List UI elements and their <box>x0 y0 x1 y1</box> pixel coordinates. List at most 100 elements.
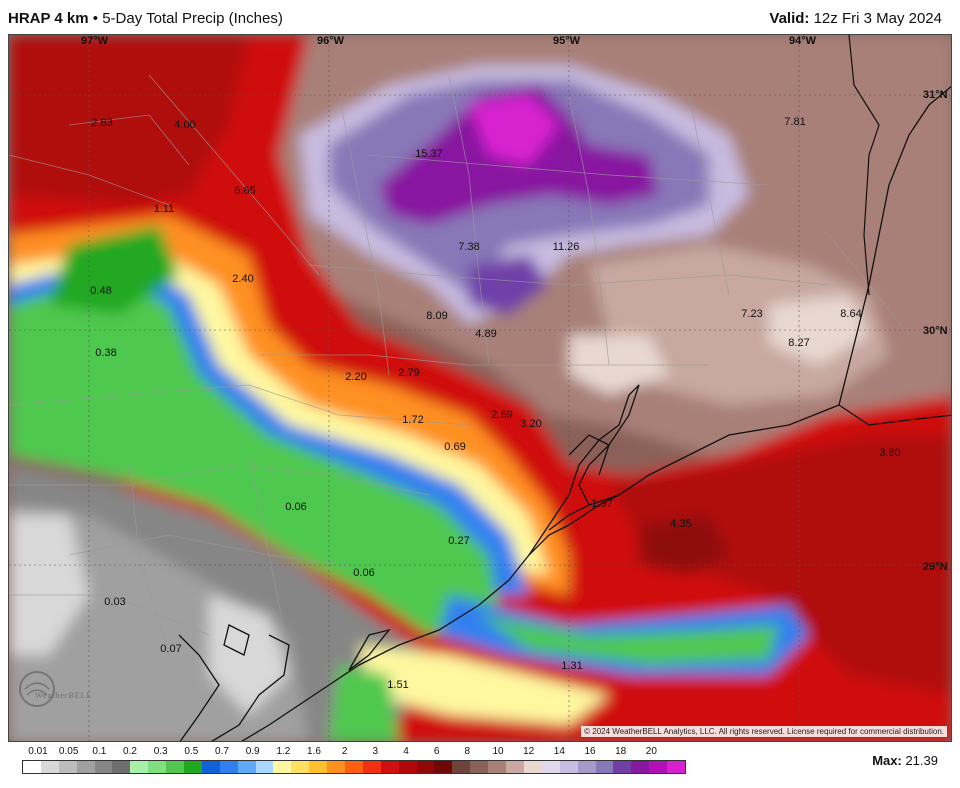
precip-value-label: 0.69 <box>444 441 466 453</box>
precip-value-label: 3.20 <box>520 418 542 430</box>
legend-color-bar <box>22 760 686 774</box>
legend-tick-label: 18 <box>615 746 627 757</box>
legend-tick-label: 16 <box>584 746 596 757</box>
legend-swatch <box>613 761 632 773</box>
legend-tick-label: 1.6 <box>307 746 321 757</box>
legend-swatch <box>76 761 95 773</box>
model-name: HRAP 4 km <box>8 10 89 27</box>
title-separator: • <box>92 10 99 27</box>
legend-tick-label: 0.1 <box>92 746 107 757</box>
legend-swatch <box>237 761 256 773</box>
state-boundary <box>848 35 880 296</box>
legend-tick-label: 0.7 <box>215 746 229 757</box>
valid-label: Valid: <box>769 10 810 27</box>
legend-swatch <box>470 761 489 773</box>
legend-tick-label: 20 <box>645 746 657 757</box>
legend-swatch <box>166 761 185 773</box>
legend-swatch <box>327 761 346 773</box>
precip-value-label: 1.51 <box>387 679 409 691</box>
legend-tick-label: 14 <box>553 746 565 757</box>
precip-value-label: 2.69 <box>491 409 513 421</box>
precip-value-label: 0.48 <box>90 285 112 297</box>
legend-swatch <box>184 761 202 773</box>
legend-tick-label: 2 <box>341 746 348 757</box>
precip-value-label: 6.65 <box>234 185 256 197</box>
lon-label: 96°W <box>317 35 345 47</box>
legend-swatch <box>506 761 524 773</box>
legend-swatch <box>255 761 274 773</box>
lat-label: 31°N <box>923 89 948 101</box>
legend-swatch <box>577 761 596 773</box>
legend-swatch <box>40 761 59 773</box>
legend-tick-label: 4 <box>403 746 409 757</box>
lat-label: 29°N <box>923 561 948 573</box>
precip-value-label: 2.83 <box>91 117 113 129</box>
precip-value-label: 0.06 <box>285 501 307 513</box>
precip-shading <box>9 35 951 741</box>
county-lines <box>9 74 910 656</box>
legend-tick-label: 0.3 <box>153 746 168 757</box>
precip-value-label: 0.27 <box>448 535 470 547</box>
precip-value-label: 7.38 <box>458 241 480 253</box>
precip-value-label: 2.40 <box>232 273 254 285</box>
legend-swatch <box>380 761 399 773</box>
precip-value-label: 2.20 <box>345 371 367 383</box>
legend-swatch <box>130 761 149 773</box>
legend-swatch <box>273 761 292 773</box>
precip-value-label: 1.11 <box>153 203 175 215</box>
precip-value-label: 0.03 <box>104 596 126 608</box>
legend-tick-label: 6 <box>433 746 440 757</box>
precip-value-label: 2.79 <box>398 367 420 379</box>
legend-swatch <box>112 761 131 773</box>
legend-swatch <box>309 761 328 773</box>
legend-swatch <box>488 761 507 773</box>
color-legend: 0.01 0.05 0.1 0.2 0.3 0.5 0.7 0.9 1.2 1.6 2 3 4 6 8 10 1… <box>22 744 686 776</box>
legend-swatch <box>94 761 113 773</box>
legend-tick-label: 1.2 <box>276 746 291 757</box>
precip-value-label: 4.00 <box>174 119 196 131</box>
max-value-number: 21.39 <box>905 753 938 768</box>
precip-value-label: 15.37 <box>415 148 443 160</box>
legend-swatch <box>595 761 614 773</box>
legend-tick-label: 0.01 <box>28 746 48 757</box>
legend-swatch <box>559 761 578 773</box>
header: HRAP 4 km • 5-Day Total Precip (Inches) … <box>0 0 960 34</box>
precip-value-label: 0.06 <box>353 567 375 579</box>
precip-value-label: 1.72 <box>402 414 424 426</box>
lon-label: 97°W <box>81 35 109 47</box>
legend-swatch <box>541 761 560 773</box>
legend-swatch <box>23 761 41 773</box>
legend-tick-label: 8 <box>464 746 471 757</box>
legend-swatch <box>201 761 220 773</box>
legend-tick-label: 12 <box>523 746 535 757</box>
legend-swatch <box>523 761 542 773</box>
legend-swatch <box>631 761 650 773</box>
precip-value-label: 0.38 <box>95 347 117 359</box>
legend-swatch <box>416 761 435 773</box>
valid-time: Valid: 12z Fri 3 May 2024 <box>769 10 942 27</box>
max-label: Max: <box>872 753 902 768</box>
legend-swatch <box>398 761 417 773</box>
precip-value-label: 11.26 <box>552 241 580 253</box>
legend-swatch <box>434 761 453 773</box>
precip-value-label: 3.60 <box>879 447 901 459</box>
legend-swatch <box>649 761 668 773</box>
legend-tick-label: 0.5 <box>184 746 199 757</box>
precip-value-label: 4.89 <box>475 328 497 340</box>
precip-value-label: 7.23 <box>741 308 763 320</box>
max-value: Max: 21.39 <box>872 753 938 768</box>
legend-tick-label: 0.05 <box>58 746 79 757</box>
legend-swatch <box>148 761 167 773</box>
legend-swatch <box>345 761 363 773</box>
precip-value-label: 4.35 <box>670 518 692 530</box>
precip-value-label: 8.27 <box>788 337 810 349</box>
precip-value-label: 8.64 <box>840 308 862 320</box>
lon-label: 94°W <box>789 35 817 47</box>
logo-text: WeatherBELL <box>35 691 93 700</box>
precip-value-label: 1.97 <box>591 498 613 510</box>
legend-swatch <box>219 761 238 773</box>
precip-map-graphic <box>9 35 951 741</box>
precip-map[interactable]: 97°W 96°W 95°W 94°W 31°N 30°N 29°N 2.83 … <box>8 34 952 742</box>
lat-label: 30°N <box>923 325 948 337</box>
precip-value-label: 0.07 <box>160 643 182 655</box>
